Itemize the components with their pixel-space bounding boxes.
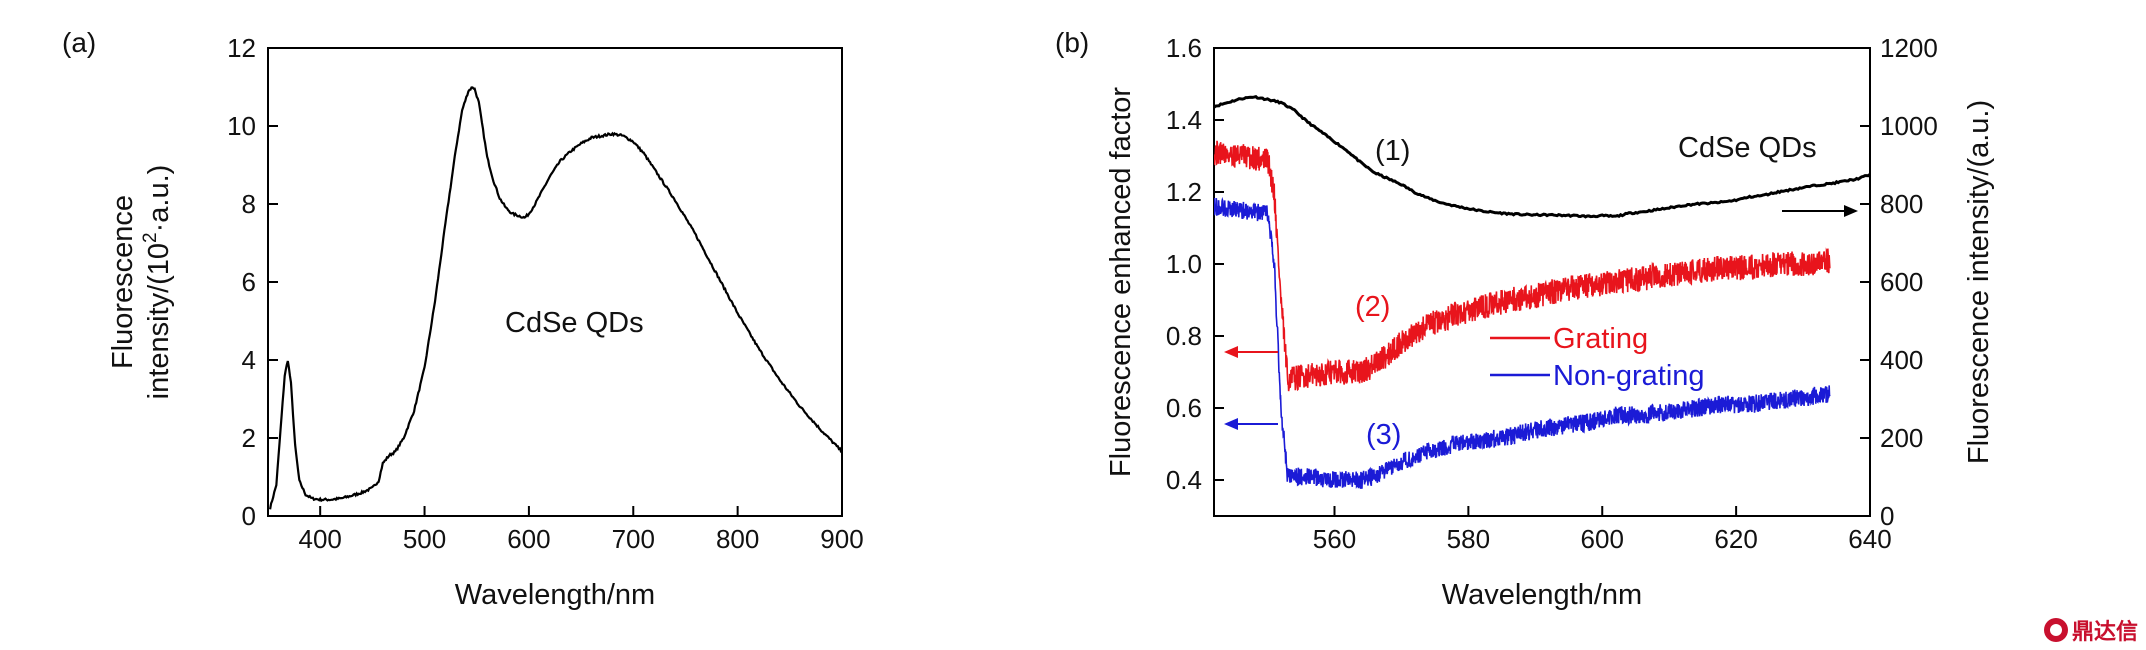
y-tick-label-b-right-4: 800 xyxy=(1880,189,1923,219)
y-axis-title-a-line1: Fluorescence xyxy=(107,195,139,369)
y-axis-ticks-a: 0 2 4 6 8 10 12 xyxy=(227,33,278,531)
legend-label-non-grating: Non-grating xyxy=(1553,360,1705,392)
x-axis-title-a: Wavelength/nm xyxy=(455,579,655,611)
series-line-b-3 xyxy=(1214,196,1831,489)
y-axis-title-a-sup: 2 xyxy=(140,232,161,243)
y-axis-ticks-b-left: 0.4 0.6 0.8 1.0 1.2 1.4 1.6 xyxy=(1166,33,1224,495)
y-tick-label-a-0: 0 xyxy=(242,501,256,531)
arrow-left-axis-2 xyxy=(1224,346,1278,358)
x-tick-label-a-1: 500 xyxy=(403,524,446,554)
y-axis-title-b-right: Fluorescence intensity/(a.u.) xyxy=(1963,100,1995,464)
y-tick-label-b-right-3: 600 xyxy=(1880,267,1923,297)
panel-label-a: (a) xyxy=(62,27,96,58)
y-tick-label-b-right-1: 200 xyxy=(1880,423,1923,453)
y-tick-label-b-left-6: 1.6 xyxy=(1166,33,1202,63)
y-tick-label-a-1: 2 xyxy=(242,423,256,453)
y-tick-label-b-right-0: 0 xyxy=(1880,501,1894,531)
series-label-3: (3) xyxy=(1366,419,1401,451)
x-tick-label-b-2: 600 xyxy=(1581,524,1624,554)
annotation-cdse-a: CdSe QDs xyxy=(505,307,644,339)
y-tick-label-a-2: 4 xyxy=(242,345,256,375)
plot-frame-b xyxy=(1213,47,1871,517)
x-tick-label-b-1: 580 xyxy=(1447,524,1490,554)
legend-label-grating: Grating xyxy=(1553,323,1648,355)
y-tick-label-b-left-3: 1.0 xyxy=(1166,249,1202,279)
series-label-1: (1) xyxy=(1375,135,1410,167)
x-tick-label-a-4: 800 xyxy=(716,524,759,554)
y-tick-label-b-right-6: 1200 xyxy=(1880,33,1938,63)
y-tick-label-a-4: 8 xyxy=(242,189,256,219)
x-axis-ticks-a: 400 500 600 700 800 900 xyxy=(298,506,864,554)
series-line-b-2 xyxy=(1214,140,1831,392)
y-tick-label-b-left-0: 0.4 xyxy=(1166,465,1202,495)
y-axis-title-a-line2: intensity/(102·a.u.) xyxy=(140,165,175,400)
y-tick-label-a-6: 12 xyxy=(227,33,256,63)
y-tick-label-b-left-4: 1.2 xyxy=(1166,177,1202,207)
y-tick-label-b-left-1: 0.6 xyxy=(1166,393,1202,423)
y-axis-title-b-left: Fluorescence enhanced factor xyxy=(1105,87,1137,477)
series-label-2: (2) xyxy=(1355,291,1390,323)
legend: Grating Non-grating xyxy=(1490,323,1705,392)
y-axis-title-a: Fluorescence intensity/(102·a.u.) xyxy=(107,165,175,400)
x-tick-label-a-5: 900 xyxy=(820,524,863,554)
panel-label-b: (b) xyxy=(1055,27,1089,58)
y-tick-label-b-right-2: 400 xyxy=(1880,345,1923,375)
y-axis-ticks-b-right: 0 200 400 600 800 1000 1200 xyxy=(1860,33,1938,531)
series-line-a-cdse xyxy=(269,86,842,510)
arrow-left-axis-3 xyxy=(1224,418,1278,430)
x-tick-label-b-3: 620 xyxy=(1714,524,1757,554)
x-axis-ticks-b: 560 580 600 620 640 xyxy=(1313,506,1892,554)
y-axis-title-a-post: ·a.u.) xyxy=(143,165,175,233)
x-axis-title-b: Wavelength/nm xyxy=(1442,579,1642,611)
y-tick-label-a-3: 6 xyxy=(242,267,256,297)
watermark-logo-icon xyxy=(2043,618,2068,642)
y-tick-label-b-left-5: 1.4 xyxy=(1166,105,1202,135)
y-tick-label-b-right-5: 1000 xyxy=(1880,111,1938,141)
x-tick-label-b-4: 640 xyxy=(1848,524,1891,554)
x-tick-label-a-2: 600 xyxy=(507,524,550,554)
series-line-b-1 xyxy=(1214,94,1870,219)
x-tick-label-a-3: 700 xyxy=(612,524,655,554)
x-tick-label-b-0: 560 xyxy=(1313,524,1356,554)
chart-panel-b: (b) 560 580 600 620 640 0.4 0.6 0.8 1.0 1.2 1.4 1.… xyxy=(1055,27,1995,611)
watermark: 鼎达信 xyxy=(2043,614,2138,646)
plot-frame-a xyxy=(267,47,843,517)
y-axis-title-a-pre: intensity/(10 xyxy=(143,243,175,399)
chart-panel-a: (a) 400 500 600 700 800 900 0 2 4 6 8 10 12 CdSe QD… xyxy=(62,27,864,611)
y-tick-label-a-5: 10 xyxy=(227,111,256,141)
x-tick-label-a-0: 400 xyxy=(298,524,341,554)
y-tick-label-b-left-2: 0.8 xyxy=(1166,321,1202,351)
annotation-cdse-b: CdSe QDs xyxy=(1678,132,1817,164)
watermark-text: 鼎达信 xyxy=(2071,620,2138,645)
arrow-right-axis-1 xyxy=(1782,205,1858,217)
